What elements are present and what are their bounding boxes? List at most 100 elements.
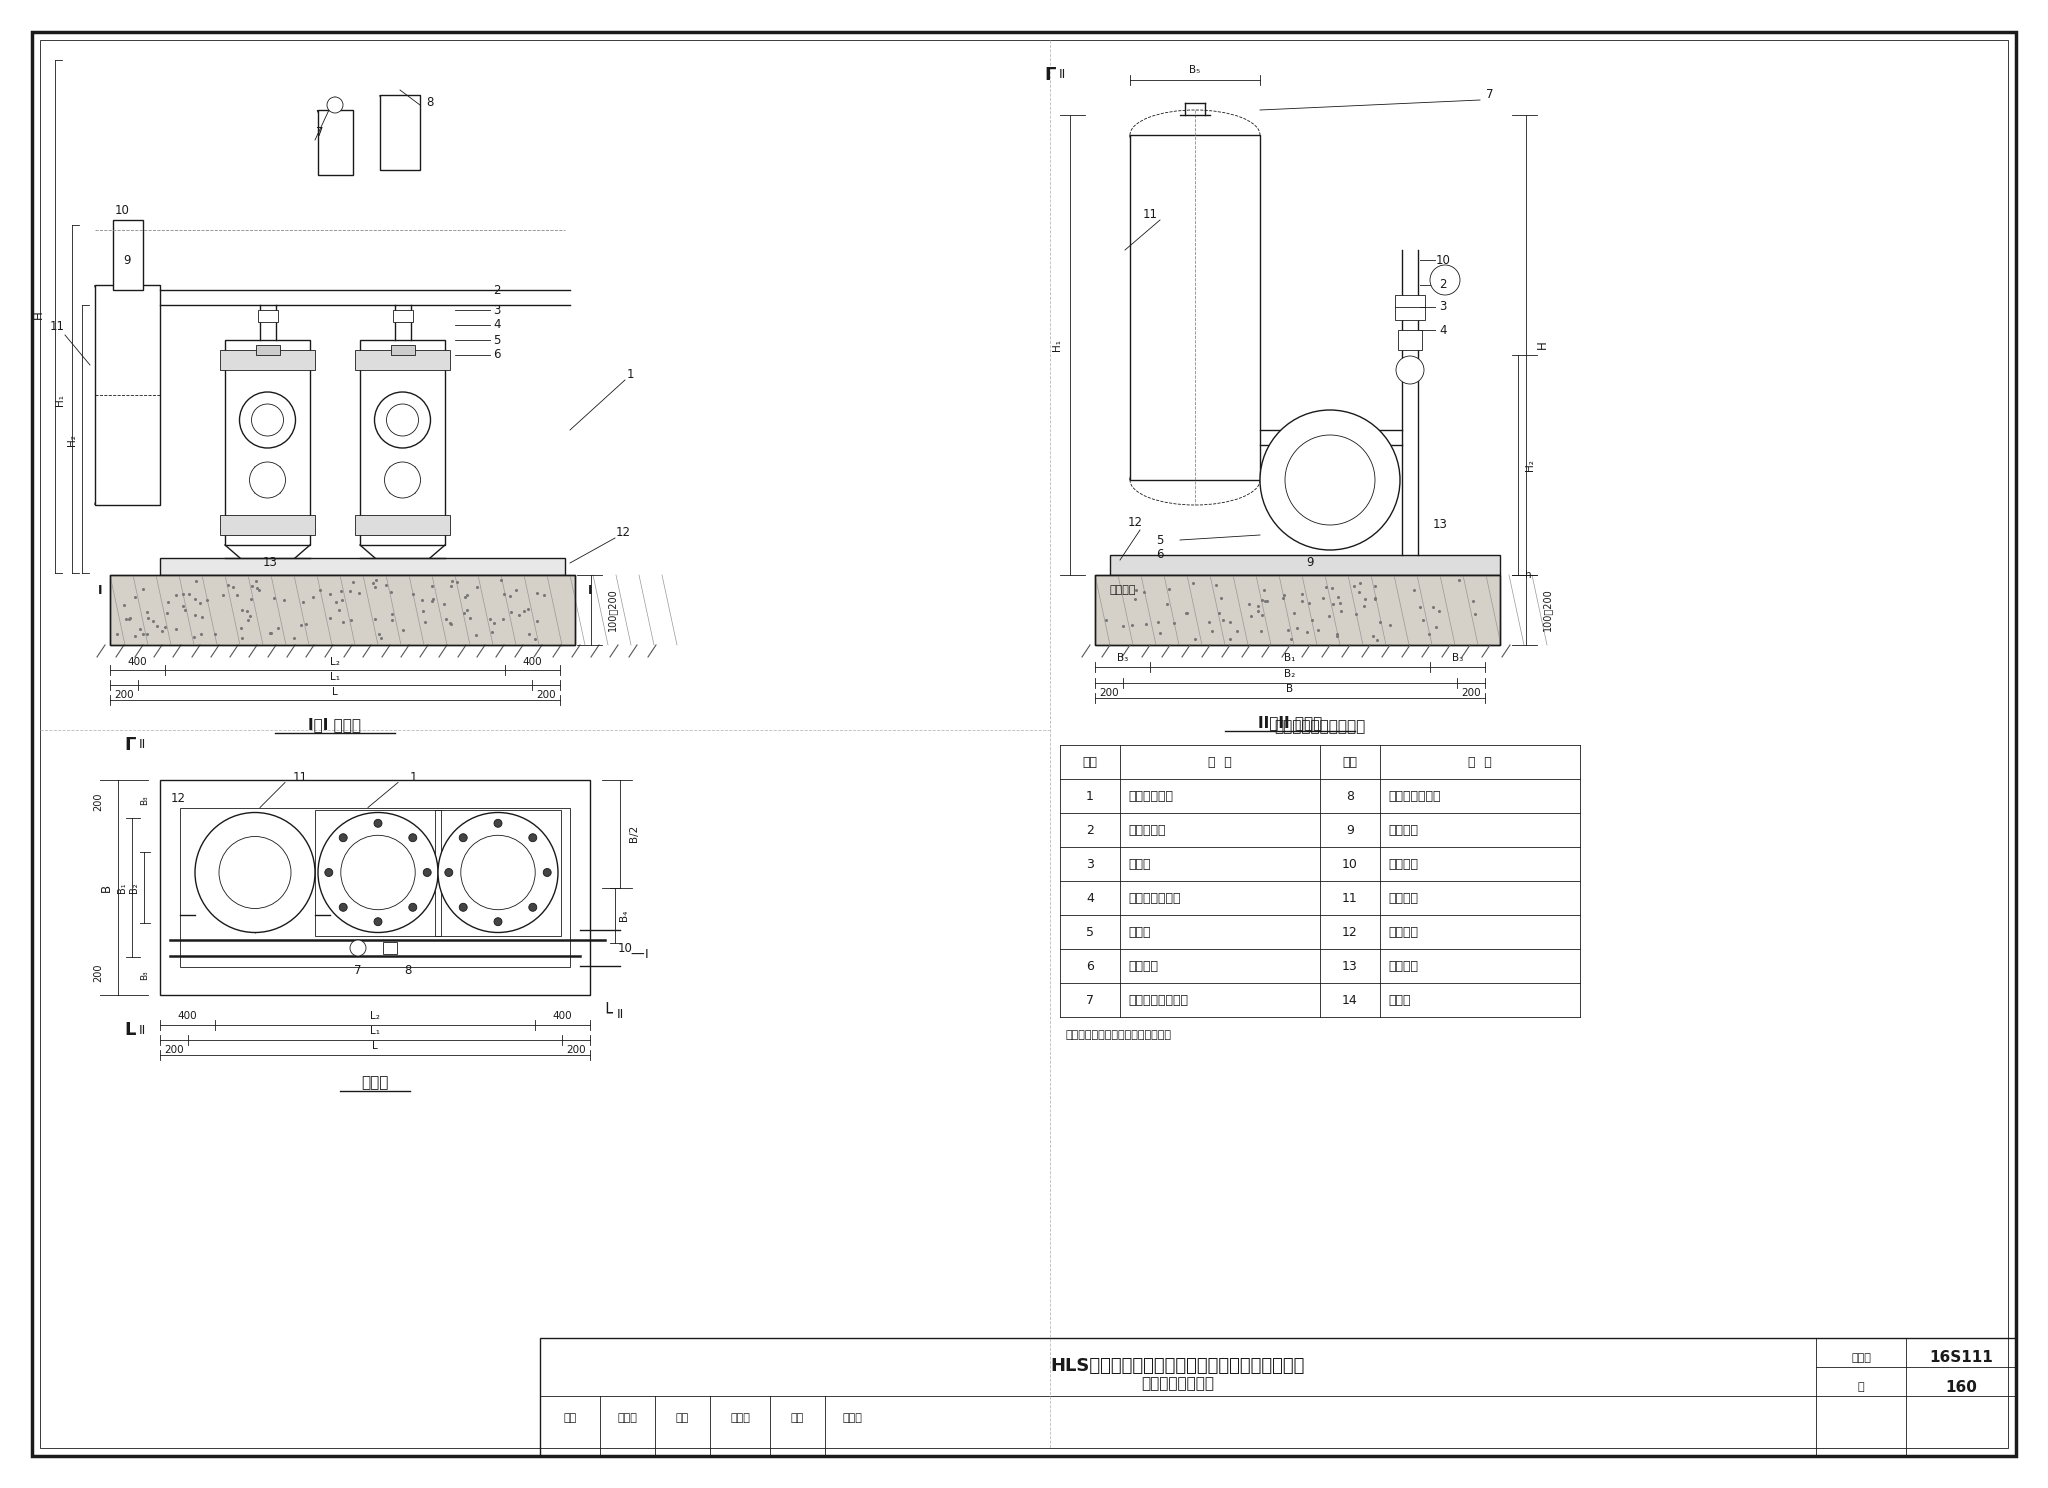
Bar — [360, 339, 444, 545]
Circle shape — [1284, 434, 1374, 525]
Text: 12: 12 — [616, 527, 631, 540]
Bar — [180, 808, 569, 967]
Text: B₁: B₁ — [117, 882, 127, 893]
Text: B₁: B₁ — [1284, 653, 1296, 664]
Bar — [1096, 574, 1499, 644]
Text: B₃: B₃ — [141, 970, 150, 981]
Circle shape — [438, 812, 557, 933]
Circle shape — [195, 812, 315, 933]
Circle shape — [1397, 356, 1423, 384]
Bar — [258, 310, 276, 321]
Text: B: B — [1286, 684, 1294, 693]
Text: —: — — [631, 948, 643, 961]
Text: B₅: B₅ — [1190, 65, 1200, 74]
Bar — [160, 558, 565, 574]
Text: 平面图: 平面图 — [360, 1076, 389, 1091]
Text: I: I — [98, 583, 102, 597]
Text: 1: 1 — [627, 369, 633, 381]
Circle shape — [543, 869, 551, 876]
Bar — [1110, 555, 1499, 574]
Bar — [256, 345, 279, 356]
Text: 名  称: 名 称 — [1468, 756, 1491, 768]
Circle shape — [219, 836, 291, 909]
Text: 16S111: 16S111 — [1929, 1351, 1993, 1366]
Circle shape — [410, 903, 418, 911]
Text: 刘旭军: 刘旭军 — [729, 1414, 750, 1423]
Text: L₁: L₁ — [371, 1027, 381, 1036]
Text: 100～200: 100～200 — [606, 589, 616, 631]
Circle shape — [328, 97, 342, 113]
Circle shape — [340, 833, 348, 842]
Text: L₁: L₁ — [330, 673, 340, 682]
Text: B₃: B₃ — [1452, 653, 1462, 664]
Text: Γ: Γ — [1044, 65, 1055, 83]
Text: 8: 8 — [426, 95, 434, 109]
Bar — [1130, 135, 1260, 481]
Text: 出水压力传感器: 出水压力传感器 — [1389, 790, 1440, 802]
Bar — [381, 95, 420, 170]
Text: 气压水罐: 气压水罐 — [1389, 891, 1417, 905]
Text: L₂: L₂ — [371, 1010, 381, 1021]
Text: 2: 2 — [1085, 823, 1094, 836]
Text: 10: 10 — [1341, 857, 1358, 870]
Text: 13: 13 — [1341, 960, 1358, 973]
Text: 200: 200 — [92, 793, 102, 811]
Text: 12: 12 — [1341, 926, 1358, 939]
Text: 页: 页 — [1858, 1382, 1864, 1391]
Text: I: I — [588, 583, 592, 597]
Text: B₄: B₄ — [618, 909, 629, 921]
Text: B₃: B₃ — [1116, 653, 1128, 664]
Text: 控制柜: 控制柜 — [1389, 994, 1411, 1006]
Text: 膨胀螺栓: 膨胀螺栓 — [1389, 823, 1417, 836]
Text: B₂: B₂ — [1284, 670, 1296, 679]
Text: 11: 11 — [1341, 891, 1358, 905]
Text: H₁: H₁ — [55, 394, 66, 406]
Text: 4: 4 — [1440, 323, 1446, 336]
Text: I: I — [645, 948, 649, 961]
Circle shape — [240, 391, 295, 448]
Text: 400: 400 — [127, 658, 147, 667]
Text: 8: 8 — [1346, 790, 1354, 802]
Text: 5: 5 — [1085, 926, 1094, 939]
Text: 3: 3 — [1085, 857, 1094, 870]
Text: 11: 11 — [1143, 208, 1157, 222]
Text: 200: 200 — [1100, 687, 1118, 698]
Text: 10: 10 — [618, 942, 633, 954]
Text: 5: 5 — [1157, 534, 1163, 546]
Text: 3: 3 — [494, 304, 500, 317]
Text: 设备底座: 设备底座 — [1128, 960, 1157, 973]
Text: 200: 200 — [164, 1045, 184, 1055]
Bar — [1096, 574, 1499, 644]
Text: 注：控制柜在泵组设备外独立安装。: 注：控制柜在泵组设备外独立安装。 — [1065, 1030, 1171, 1040]
Text: 12: 12 — [1128, 516, 1143, 530]
Text: 11: 11 — [49, 320, 63, 333]
Circle shape — [494, 820, 502, 827]
Text: 7: 7 — [1085, 994, 1094, 1006]
Text: 设备基础: 设备基础 — [1389, 926, 1417, 939]
Text: 4: 4 — [494, 318, 502, 332]
Text: 6: 6 — [1157, 549, 1163, 561]
Text: 8: 8 — [403, 964, 412, 976]
Text: L₂: L₂ — [330, 658, 340, 667]
Text: 校对: 校对 — [676, 1414, 688, 1423]
Circle shape — [459, 833, 467, 842]
Text: 泵房地面: 泵房地面 — [1110, 585, 1137, 595]
Text: 设备部件及安装名称表: 设备部件及安装名称表 — [1274, 720, 1366, 735]
Text: 可曲挠橡胶接头: 可曲挠橡胶接头 — [1128, 891, 1180, 905]
Circle shape — [340, 835, 416, 909]
Text: 160: 160 — [1946, 1379, 1976, 1394]
Text: 200: 200 — [1460, 687, 1481, 698]
Text: I－I 剖视图: I－I 剖视图 — [309, 717, 362, 732]
Circle shape — [317, 812, 438, 933]
Bar — [111, 574, 575, 644]
Bar — [354, 515, 451, 536]
Text: 200: 200 — [537, 690, 555, 699]
Text: 11: 11 — [293, 771, 307, 784]
Text: 2: 2 — [494, 284, 502, 296]
Circle shape — [326, 869, 332, 876]
Circle shape — [461, 835, 535, 909]
Text: 出水管阀门: 出水管阀门 — [1128, 823, 1165, 836]
Text: 出水电接点压力表: 出水电接点压力表 — [1128, 994, 1188, 1006]
Bar — [393, 310, 412, 321]
Circle shape — [250, 461, 285, 498]
